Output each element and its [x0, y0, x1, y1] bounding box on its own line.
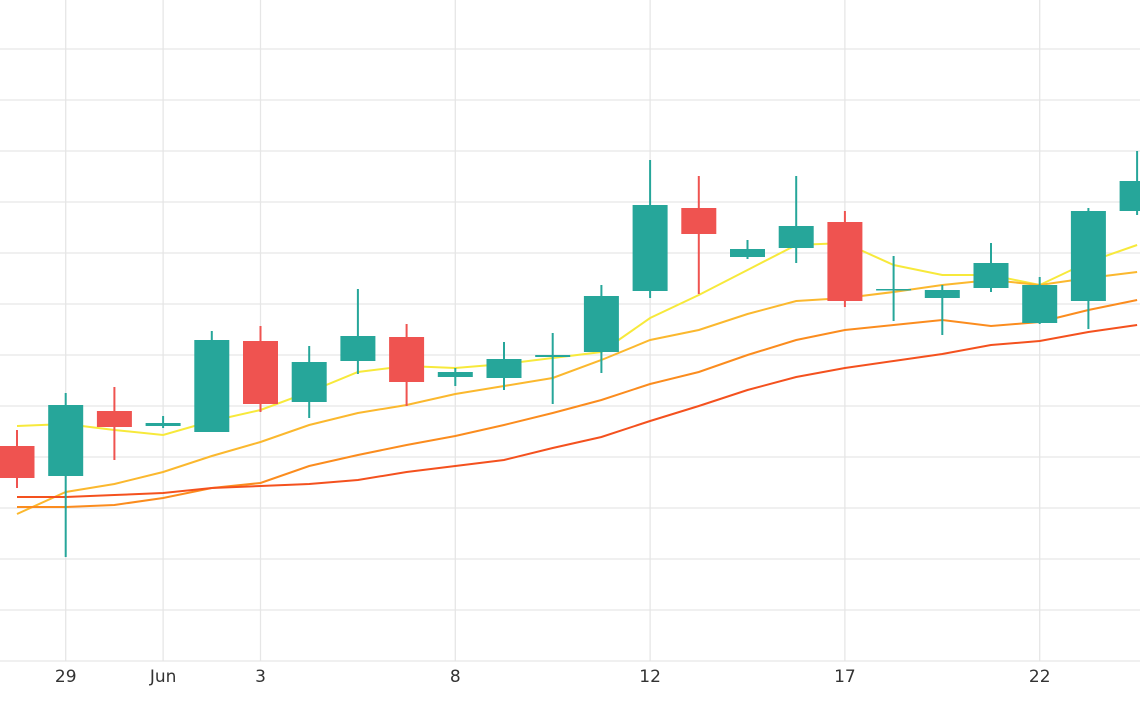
x-axis: 29 Jun 3 8 12 17 22 — [55, 667, 1051, 687]
candles — [0, 151, 1140, 557]
grid — [0, 0, 1140, 662]
candle-body — [778, 226, 814, 248]
x-tick-label: Jun — [149, 667, 177, 687]
candle-body — [291, 362, 327, 402]
candle-body — [243, 341, 278, 404]
x-tick-label: 8 — [450, 667, 461, 687]
candle-body — [583, 296, 619, 352]
x-tick-label: 17 — [834, 667, 856, 687]
candle-body — [827, 222, 863, 301]
candle-body — [0, 446, 35, 478]
candle-body — [924, 290, 960, 298]
candle-body — [1022, 285, 1058, 323]
moving-average-line — [16, 271, 1138, 515]
candle-body — [535, 355, 571, 357]
x-tick-label: 29 — [55, 667, 77, 687]
candle-body — [730, 249, 765, 257]
candle-body — [48, 405, 84, 476]
candle-body — [681, 208, 717, 234]
candle-body — [389, 337, 425, 382]
moving-average-line — [17, 324, 1138, 498]
candle-body — [1070, 211, 1106, 301]
candle-body — [1119, 181, 1140, 211]
candle-body — [486, 359, 522, 378]
moving-average-line — [17, 299, 1138, 508]
x-tick-label: 3 — [255, 667, 266, 687]
candle-body — [437, 372, 473, 377]
candle-body — [194, 340, 230, 432]
x-tick-label: 12 — [639, 667, 661, 687]
candle-body — [96, 411, 132, 427]
candle-body — [145, 423, 181, 426]
candle-body — [973, 263, 1009, 288]
moving-averages — [16, 241, 1138, 515]
x-tick-label: 22 — [1029, 667, 1051, 687]
candle-body — [876, 289, 912, 291]
candle-body — [340, 336, 376, 361]
candle-body — [632, 205, 668, 291]
